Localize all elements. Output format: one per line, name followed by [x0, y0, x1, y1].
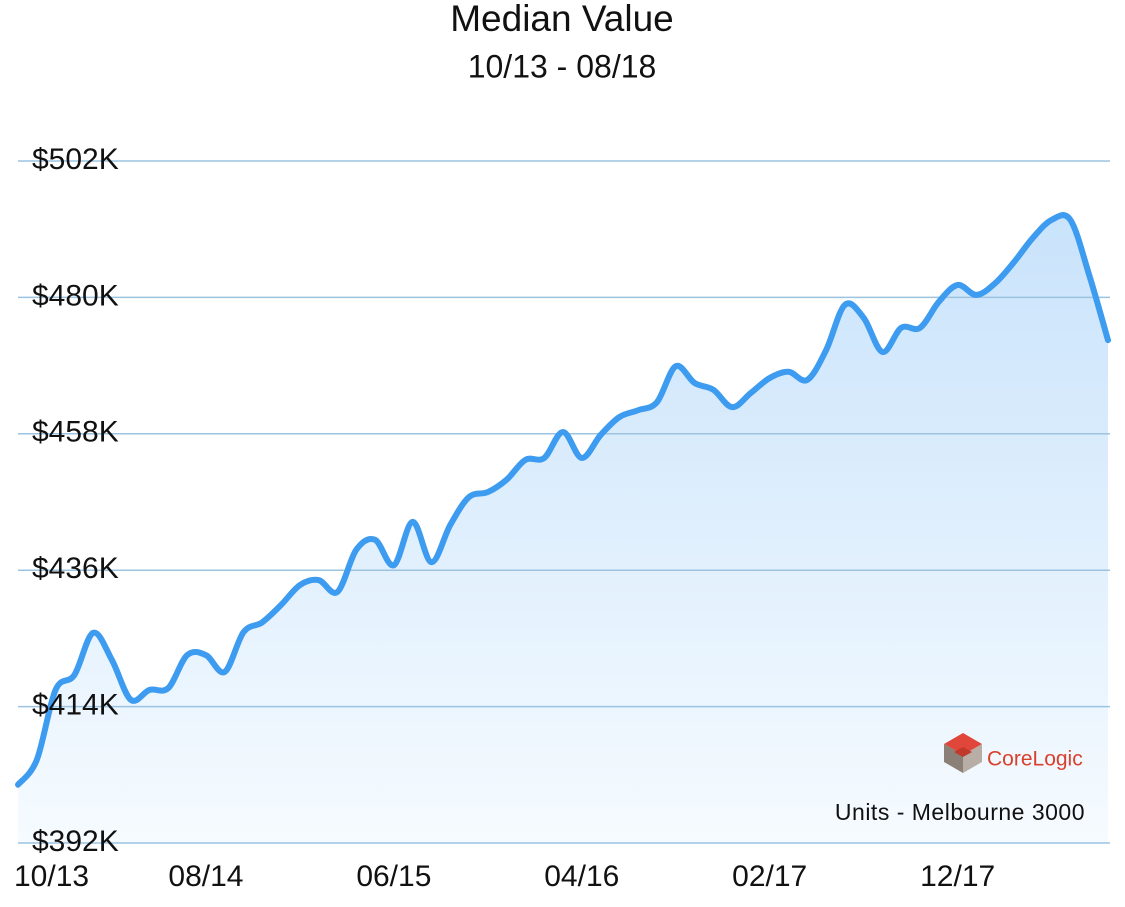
x-tick-label: 10/13 — [14, 860, 89, 893]
y-tick-label: $392K — [32, 825, 119, 858]
chart-subtitle: 10/13 - 08/18 — [468, 48, 657, 84]
x-tick-label: 04/16 — [544, 860, 619, 893]
logo: CoreLogic — [944, 733, 1083, 773]
area-fill — [18, 215, 1108, 844]
y-tick-label: $414K — [32, 689, 119, 722]
y-tick-label: $458K — [32, 416, 119, 449]
x-tick-label: 08/14 — [168, 860, 243, 893]
line — [15, 212, 1111, 788]
x-tick-label: 02/17 — [732, 860, 807, 893]
y-tick-label: $480K — [32, 279, 119, 312]
x-tick-label: 12/17 — [920, 860, 995, 893]
chart-title: Median Value — [450, 0, 674, 39]
x-tick-label: 06/15 — [356, 860, 431, 893]
annotation: Units - Melbourne 3000 — [835, 799, 1085, 825]
y-tick-label: $502K — [32, 143, 119, 176]
logo-text: CoreLogic — [987, 748, 1083, 771]
y-tick-label: $436K — [32, 552, 119, 585]
